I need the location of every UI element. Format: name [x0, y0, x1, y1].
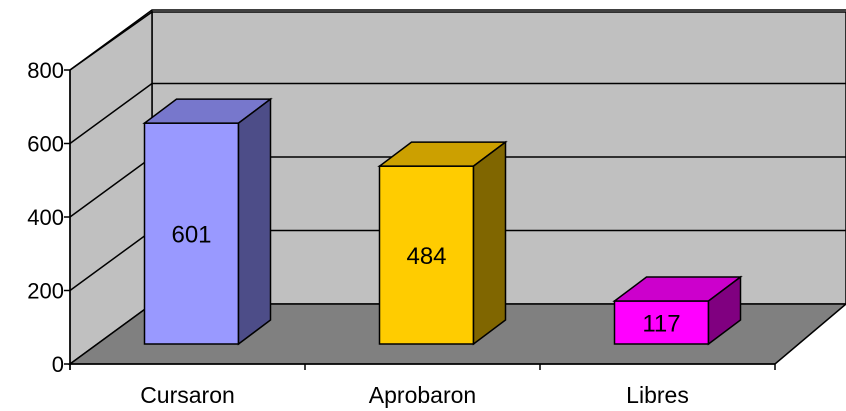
bar-aprobaron: [377, 140, 508, 346]
data-label-aprobaron: 484: [406, 243, 446, 270]
y-tick-label-200: 200: [27, 279, 64, 304]
bar-side: [237, 97, 272, 346]
y-tick-label-400: 400: [27, 205, 64, 230]
category-label-aprobaron: Aprobaron: [369, 382, 476, 408]
y-tick-label-800: 800: [27, 58, 64, 83]
y-tick-label-600: 600: [27, 132, 64, 157]
gridline-600: [69, 82, 846, 145]
bar-side: [707, 275, 742, 346]
bar-side: [472, 140, 507, 346]
gridline-800: [69, 9, 846, 71]
bars: [142, 97, 743, 346]
labels: 0 200 400 600 800 601 Cursaron 484 Aprobaron 117 L…: [27, 58, 689, 408]
side-wall: [69, 10, 153, 366]
category-label-cursaron: Cursaron: [140, 382, 235, 408]
data-label-cursaron: 601: [171, 222, 211, 249]
bar-cursaron: [142, 97, 273, 346]
category-label-libres: Libres: [626, 382, 689, 408]
data-label-libres: 117: [642, 311, 680, 338]
axes: [64, 69, 776, 370]
bar-libres: [612, 275, 743, 346]
y-tick-label-0: 0: [52, 352, 64, 377]
